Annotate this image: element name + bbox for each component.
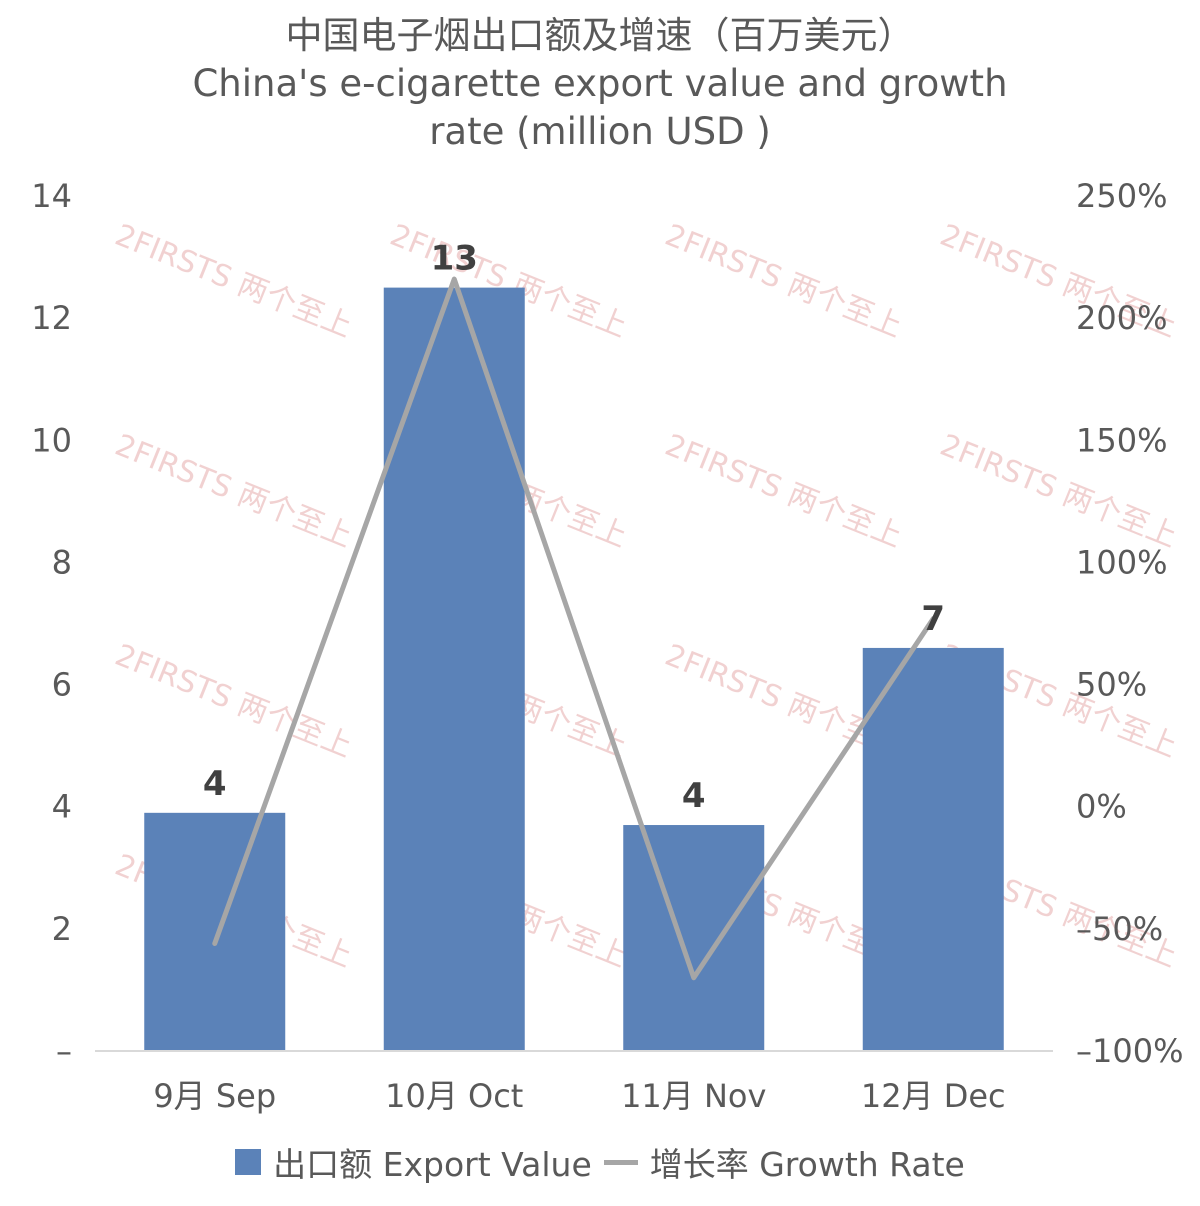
growth-rate-line: [212, 276, 936, 981]
bar-data-label: 4: [203, 764, 227, 804]
bar-0: [144, 812, 286, 1051]
watermark-text: 2FIRSTS 两个至上: [660, 428, 907, 555]
x-tick-label: 11月 Nov: [621, 1077, 766, 1115]
legend-item-growth-rate[interactable]: 增长率 Growth Rate: [603, 1138, 965, 1186]
chart-subtitle-line-1: China's e-cigarette export value and gro…: [192, 62, 1008, 105]
left-axis-ticks: – 2 4 6 8 10 12 14: [31, 177, 72, 1070]
right-axis-ticks: –100% –50% 0% 50% 100% 150% 200% 250%: [1076, 177, 1183, 1070]
left-tick-label: 8: [52, 543, 72, 581]
x-tick-label: 10月 Oct: [385, 1077, 523, 1115]
legend-label-growth-rate: 增长率 Growth Rate: [649, 1145, 965, 1184]
legend-swatch-bar: [235, 1149, 262, 1175]
left-tick-label: 4: [52, 788, 72, 826]
bar-3: [862, 647, 1004, 1051]
line-series: [212, 276, 936, 981]
data-labels: 4 13 4 7: [203, 239, 945, 816]
legend-item-export-value[interactable]: 出口额 Export Value: [235, 1138, 592, 1186]
chart-title: 中国电子烟出口额及增速（百万美元）: [285, 14, 915, 57]
bar-data-label: 7: [921, 599, 945, 639]
left-tick-label: 14: [31, 177, 72, 215]
x-axis-ticks: 9月 Sep 10月 Oct 11月 Nov 12月 Dec: [153, 1077, 1005, 1115]
x-tick-label: 9月 Sep: [153, 1077, 276, 1115]
legend-swatch-line: [603, 1159, 638, 1165]
right-tick-label: 100%: [1076, 543, 1167, 581]
left-tick-label: 12: [31, 299, 72, 337]
left-tick-label: 2: [52, 910, 72, 948]
right-tick-label: 250%: [1076, 177, 1167, 215]
right-tick-label: –50%: [1076, 910, 1163, 948]
right-tick-label: 200%: [1076, 299, 1167, 337]
bar-1: [383, 287, 525, 1051]
watermark-text: 2FIRSTS 两个至上: [660, 218, 907, 345]
right-tick-label: –100%: [1076, 1032, 1183, 1070]
bar-data-label: 13: [431, 239, 478, 279]
watermark-text: 2FIRSTS 两个至上: [110, 218, 357, 345]
chart-subtitle-line-2: rate (million USD ): [429, 110, 771, 153]
left-tick-label: –: [56, 1032, 72, 1070]
bar-data-label: 4: [682, 776, 706, 816]
right-tick-label: 0%: [1076, 788, 1127, 826]
right-tick-label: 150%: [1076, 421, 1167, 459]
x-tick-label: 12月 Dec: [861, 1077, 1006, 1115]
left-tick-label: 10: [31, 421, 72, 459]
watermark-text: 2FIRSTS 两个至上: [110, 428, 357, 555]
legend: 出口额 Export Value 增长率 Growth Rate: [0, 1138, 1200, 1186]
bar-2: [623, 825, 765, 1051]
left-tick-label: 6: [52, 666, 72, 704]
legend-label-export-value: 出口额 Export Value: [273, 1145, 592, 1184]
right-tick-label: 50%: [1076, 666, 1147, 704]
